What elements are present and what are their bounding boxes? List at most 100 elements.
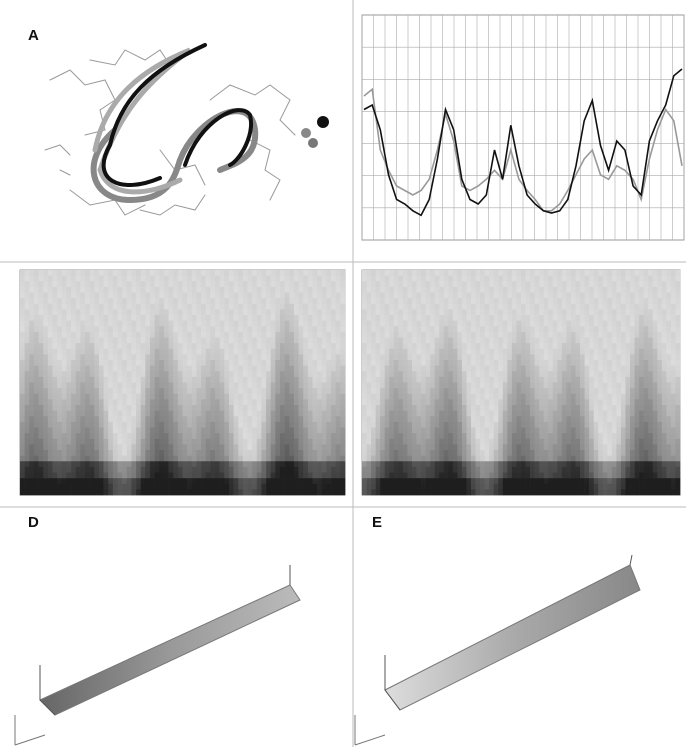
heatmap-cell bbox=[94, 422, 99, 428]
heatmap-cell bbox=[526, 287, 531, 293]
heatmap-cell bbox=[516, 321, 521, 327]
heatmap-cell bbox=[598, 433, 603, 439]
heatmap-cell bbox=[539, 293, 544, 299]
heatmap-cell bbox=[421, 281, 426, 287]
heatmap-cell bbox=[489, 394, 494, 400]
heatmap-cell bbox=[131, 416, 136, 422]
heatmap-cell bbox=[326, 478, 331, 484]
heatmap-cell bbox=[336, 428, 341, 434]
heatmap-cell bbox=[594, 473, 599, 479]
heatmap-cell bbox=[266, 428, 271, 434]
heatmap-cell bbox=[571, 433, 576, 439]
heatmap-cell bbox=[585, 293, 590, 299]
heatmap-cell bbox=[183, 326, 188, 332]
heatmap-cell bbox=[507, 276, 512, 282]
heatmap-cell bbox=[444, 371, 449, 377]
heatmap-cell bbox=[448, 422, 453, 428]
heatmap-cell bbox=[371, 439, 376, 445]
heatmap-cell bbox=[340, 377, 345, 383]
heatmap-cell bbox=[394, 422, 399, 428]
heatmap-cell bbox=[480, 489, 485, 495]
heatmap-cell bbox=[444, 343, 449, 349]
heatmap-cell bbox=[308, 473, 313, 479]
heatmap-cell bbox=[257, 461, 262, 467]
heatmap-cell bbox=[155, 371, 160, 377]
heatmap-cell bbox=[271, 405, 276, 411]
heatmap-cell bbox=[118, 383, 123, 389]
heatmap-cell bbox=[507, 315, 512, 321]
heatmap-cell bbox=[516, 349, 521, 355]
heatmap-cell bbox=[210, 354, 215, 360]
heatmap-cell bbox=[201, 360, 206, 366]
heatmap-cell bbox=[412, 315, 417, 321]
heatmap-cell bbox=[238, 349, 243, 355]
heatmap-cell bbox=[90, 416, 95, 422]
heatmap-cell bbox=[362, 366, 367, 372]
heatmap-cell bbox=[118, 394, 123, 400]
heatmap-cell bbox=[498, 304, 503, 310]
heatmap-cell bbox=[99, 338, 104, 344]
heatmap-cell bbox=[113, 467, 118, 473]
heatmap-cell bbox=[466, 309, 471, 315]
heatmap-cell bbox=[187, 433, 192, 439]
heatmap-cell bbox=[421, 461, 426, 467]
heatmap-cell bbox=[380, 338, 385, 344]
heatmap-cell bbox=[371, 433, 376, 439]
heatmap-cell bbox=[29, 478, 34, 484]
heatmap-cell bbox=[220, 399, 225, 405]
heatmap-cell bbox=[169, 293, 174, 299]
heatmap-cell bbox=[426, 270, 431, 276]
heatmap-cell bbox=[71, 461, 76, 467]
heatmap-cell bbox=[326, 360, 331, 366]
heatmap-cell bbox=[607, 343, 612, 349]
heatmap-cell bbox=[444, 416, 449, 422]
heatmap-cell bbox=[389, 444, 394, 450]
heatmap-cell bbox=[340, 411, 345, 417]
heatmap-cell bbox=[526, 338, 531, 344]
heatmap-cell bbox=[476, 332, 481, 338]
heatmap-cell bbox=[407, 293, 412, 299]
heatmap-cell bbox=[576, 439, 581, 445]
heatmap-cell bbox=[257, 467, 262, 473]
heatmap-cell bbox=[178, 332, 183, 338]
heatmap-cell bbox=[261, 270, 266, 276]
heatmap-cell bbox=[336, 450, 341, 456]
heatmap-cell bbox=[313, 383, 318, 389]
heatmap-cell bbox=[466, 394, 471, 400]
heatmap-cell bbox=[299, 354, 304, 360]
heatmap-cell bbox=[25, 371, 30, 377]
heatmap-cell bbox=[99, 411, 104, 417]
heatmap-cell bbox=[187, 349, 192, 355]
heatmap-cell bbox=[66, 489, 71, 495]
heatmap-cell bbox=[516, 461, 521, 467]
heatmap-cell bbox=[394, 298, 399, 304]
heatmap-cell bbox=[131, 354, 136, 360]
heatmap-cell bbox=[535, 360, 540, 366]
heatmap-cell bbox=[462, 444, 467, 450]
heatmap-cell bbox=[380, 315, 385, 321]
heatmap-cell bbox=[248, 371, 253, 377]
heatmap-cell bbox=[580, 371, 585, 377]
heatmap-cell bbox=[308, 360, 313, 366]
heatmap-cell bbox=[136, 399, 141, 405]
heatmap-cell bbox=[444, 338, 449, 344]
heatmap-cell bbox=[169, 473, 174, 479]
heatmap-cell bbox=[155, 315, 160, 321]
heatmap-cell bbox=[331, 309, 336, 315]
heatmap-cell bbox=[317, 270, 322, 276]
heatmap-cell bbox=[594, 343, 599, 349]
heatmap-cell bbox=[430, 388, 435, 394]
heatmap-cell bbox=[326, 433, 331, 439]
heatmap-cell bbox=[394, 450, 399, 456]
heatmap-cell bbox=[178, 298, 183, 304]
heatmap-cell bbox=[173, 473, 178, 479]
heatmap-cell bbox=[603, 433, 608, 439]
heatmap-cell bbox=[57, 366, 62, 372]
heatmap-cell bbox=[385, 276, 390, 282]
heatmap-cell bbox=[173, 349, 178, 355]
heatmap-cell bbox=[34, 366, 39, 372]
heatmap-cell bbox=[99, 309, 104, 315]
heatmap-cell bbox=[252, 360, 257, 366]
heatmap-cell bbox=[553, 371, 558, 377]
heatmap-cell bbox=[313, 405, 318, 411]
